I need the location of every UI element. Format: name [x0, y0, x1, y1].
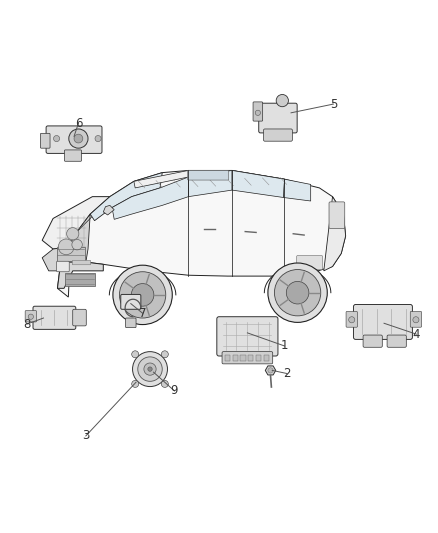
- Circle shape: [74, 134, 83, 143]
- Text: 8: 8: [23, 318, 31, 330]
- FancyBboxPatch shape: [40, 133, 50, 148]
- FancyBboxPatch shape: [410, 311, 422, 327]
- FancyBboxPatch shape: [126, 318, 136, 328]
- Circle shape: [113, 265, 172, 325]
- Polygon shape: [324, 197, 346, 271]
- Circle shape: [148, 367, 152, 372]
- FancyBboxPatch shape: [256, 354, 261, 361]
- Polygon shape: [57, 171, 346, 297]
- Circle shape: [276, 94, 288, 107]
- Circle shape: [95, 135, 101, 142]
- Circle shape: [132, 381, 139, 387]
- Circle shape: [72, 239, 82, 250]
- Polygon shape: [232, 171, 285, 198]
- FancyBboxPatch shape: [240, 354, 246, 361]
- FancyBboxPatch shape: [64, 150, 81, 161]
- Circle shape: [58, 239, 74, 255]
- FancyBboxPatch shape: [72, 261, 91, 265]
- Circle shape: [53, 135, 60, 142]
- Circle shape: [120, 272, 166, 318]
- Circle shape: [28, 314, 33, 319]
- Circle shape: [133, 352, 167, 386]
- FancyBboxPatch shape: [217, 317, 278, 356]
- FancyBboxPatch shape: [57, 261, 69, 272]
- FancyBboxPatch shape: [222, 352, 273, 364]
- Text: 3: 3: [82, 430, 89, 442]
- Polygon shape: [57, 262, 103, 288]
- Polygon shape: [112, 177, 188, 220]
- FancyBboxPatch shape: [264, 129, 292, 141]
- FancyBboxPatch shape: [121, 294, 141, 309]
- Circle shape: [161, 381, 168, 387]
- Polygon shape: [42, 214, 90, 271]
- FancyBboxPatch shape: [363, 335, 382, 348]
- Polygon shape: [90, 173, 162, 221]
- Circle shape: [255, 110, 261, 116]
- FancyBboxPatch shape: [25, 311, 36, 322]
- FancyBboxPatch shape: [233, 354, 238, 361]
- FancyBboxPatch shape: [46, 126, 102, 154]
- FancyBboxPatch shape: [33, 306, 76, 329]
- Text: 6: 6: [74, 117, 82, 130]
- FancyBboxPatch shape: [225, 354, 230, 361]
- FancyBboxPatch shape: [387, 335, 406, 348]
- FancyBboxPatch shape: [73, 309, 86, 326]
- Text: 7: 7: [139, 306, 146, 320]
- Polygon shape: [265, 366, 276, 375]
- Circle shape: [131, 284, 154, 306]
- Text: 5: 5: [330, 98, 337, 110]
- Polygon shape: [134, 171, 285, 188]
- Circle shape: [161, 351, 168, 358]
- Circle shape: [286, 281, 309, 304]
- Circle shape: [67, 228, 79, 240]
- Circle shape: [413, 317, 419, 323]
- Circle shape: [144, 363, 156, 375]
- Polygon shape: [188, 171, 232, 197]
- FancyBboxPatch shape: [297, 256, 322, 270]
- FancyBboxPatch shape: [57, 247, 85, 269]
- FancyBboxPatch shape: [187, 171, 229, 180]
- FancyBboxPatch shape: [346, 311, 357, 327]
- Circle shape: [275, 270, 321, 316]
- Polygon shape: [103, 205, 114, 215]
- Polygon shape: [284, 179, 311, 201]
- Circle shape: [132, 351, 139, 358]
- FancyBboxPatch shape: [353, 304, 413, 340]
- FancyBboxPatch shape: [65, 272, 95, 286]
- Text: 9: 9: [171, 384, 178, 398]
- Text: 2: 2: [283, 367, 290, 380]
- Text: 1: 1: [281, 340, 288, 352]
- FancyBboxPatch shape: [248, 354, 254, 361]
- FancyBboxPatch shape: [329, 202, 345, 229]
- Circle shape: [69, 129, 88, 148]
- FancyBboxPatch shape: [253, 102, 263, 121]
- Polygon shape: [42, 197, 110, 249]
- Circle shape: [268, 263, 327, 322]
- Text: 4: 4: [413, 328, 420, 341]
- Circle shape: [138, 357, 162, 381]
- Circle shape: [349, 317, 355, 323]
- Circle shape: [268, 368, 273, 373]
- FancyBboxPatch shape: [264, 354, 269, 361]
- FancyBboxPatch shape: [259, 103, 297, 133]
